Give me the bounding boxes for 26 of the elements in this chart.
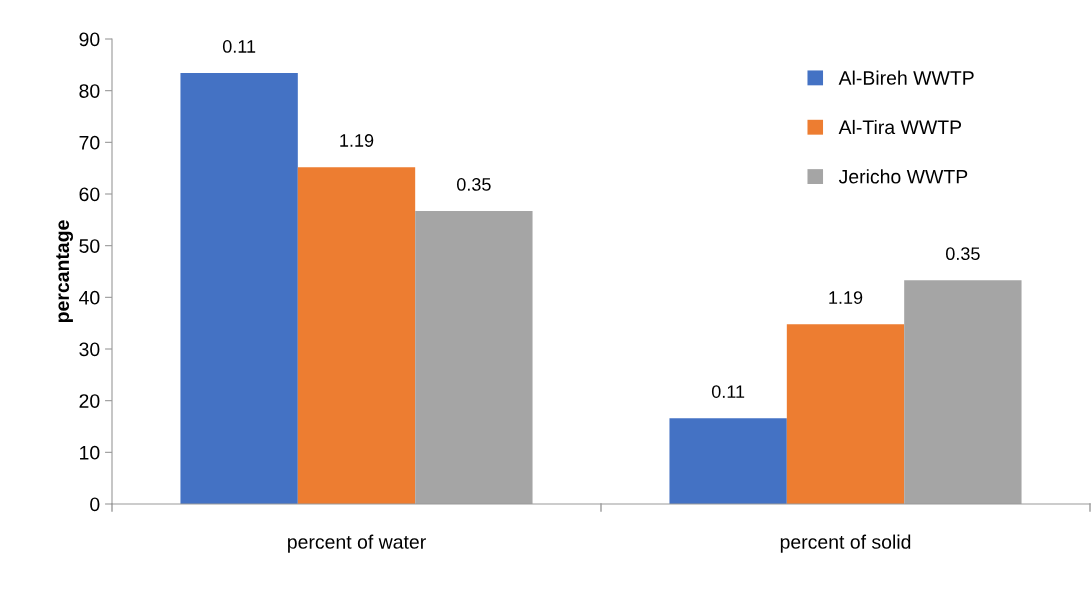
legend-label: Al-Tira WWTP [838,119,962,135]
y-tick-label: 90 [79,32,100,47]
x-tick-label: percent of solid [780,534,911,553]
annotation: 1.19 [340,134,374,147]
annotation: 1.19 [829,291,863,304]
y-tick-label: 10 [80,445,100,460]
annotation: 0.11 [222,40,256,53]
legend-label: Al-Bireh WWTP [838,70,974,85]
y-tick-label: 0 [90,497,100,512]
y-tick-label: 70 [79,135,100,150]
y-tick-label: 20 [79,394,100,408]
y-axis-title: percantage [56,220,74,323]
annotation: 0.35 [457,178,491,191]
y-tick-label: 40 [79,290,100,305]
y-tick-label: 30 [79,342,100,357]
bar [180,73,298,504]
bar [297,167,416,504]
y-tick-label: 80 [79,84,100,98]
x-tick-label: percent of water [288,534,426,553]
annotation: 0.11 [711,385,745,398]
y-tick-label: 50 [79,239,100,253]
y-tick-label: 60 [79,187,100,202]
legend-label: Jericho WWTP [838,169,968,184]
bar [669,418,787,504]
annotation: 0.35 [946,247,980,261]
bar [786,324,905,504]
